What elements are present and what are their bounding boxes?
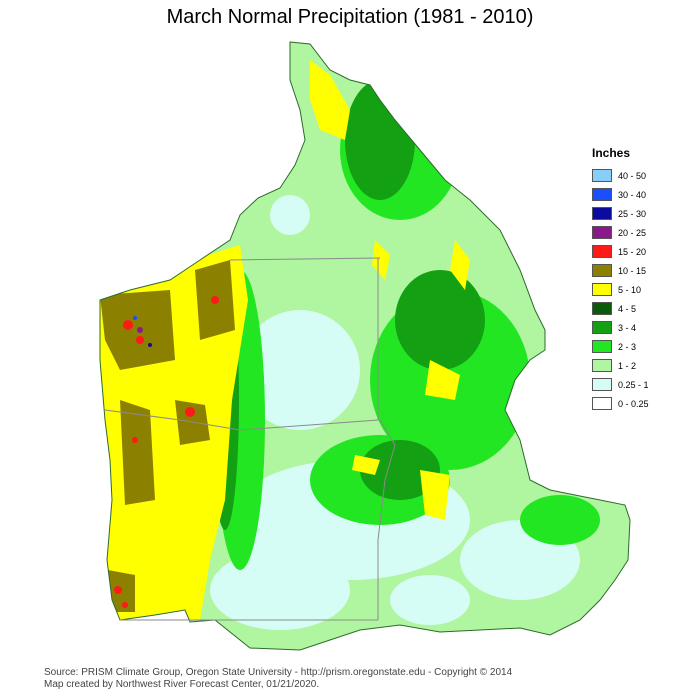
- zone-3-4-blue-mtns: [360, 440, 440, 500]
- legend-label: 4 - 5: [618, 303, 637, 314]
- legend-label: 2 - 3: [618, 341, 637, 352]
- border-wa-bc: [229, 257, 381, 261]
- legend-item: 0.25 - 1: [592, 375, 692, 394]
- legend-item: 4 - 5: [592, 299, 692, 318]
- zone-dry-okanogan: [270, 195, 310, 235]
- border-wa-or: [104, 409, 379, 431]
- zone-10-15-coast-range: [120, 400, 155, 505]
- legend-item: 2 - 3: [592, 337, 692, 356]
- legend-label: 40 - 50: [618, 170, 647, 181]
- legend-swatch: [592, 378, 612, 391]
- legend-items: 40 - 50 30 - 40 25 - 30 20 - 25 15 - 20 10 - …: [592, 166, 692, 413]
- legend-swatch: [592, 207, 612, 220]
- legend-swatch: [592, 302, 612, 315]
- legend-label: 10 - 15: [618, 265, 647, 276]
- zone-5-10-selkirks: [450, 240, 470, 290]
- legend-label: 0 - 0.25: [618, 398, 649, 409]
- legend-item: 40 - 50: [592, 166, 692, 185]
- zone-dry-columbia-basin: [240, 310, 360, 430]
- zone-5-10-wallowa: [352, 455, 380, 475]
- legend-label: 20 - 25: [618, 227, 647, 238]
- legend-swatch: [592, 264, 612, 277]
- credits: Source: PRISM Climate Group, Oregon Stat…: [44, 667, 512, 691]
- zone-20-30-peaks: [133, 316, 152, 347]
- basin-outline: [99, 41, 631, 651]
- legend-item: 15 - 20: [592, 242, 692, 261]
- legend-item: 0 - 0.25: [592, 394, 692, 413]
- state-borders: [104, 257, 396, 621]
- legend-swatch: [592, 245, 612, 258]
- legend-item: 10 - 15: [592, 261, 692, 280]
- legend-label: 0.25 - 1: [618, 379, 649, 390]
- legend-label: 3 - 4: [618, 322, 637, 333]
- zone-5-10-kootenai: [372, 240, 390, 280]
- legend-label: 30 - 40: [618, 189, 647, 200]
- legend-item: 5 - 10: [592, 280, 692, 299]
- zone-dry-south-oregon: [210, 550, 350, 630]
- border-or-id: [377, 419, 396, 620]
- legend-item: 30 - 40: [592, 185, 692, 204]
- zone-5-10-salmon: [420, 470, 450, 520]
- credit-source: Source: PRISM Climate Group, Oregon Stat…: [44, 667, 513, 678]
- legend-swatch: [592, 359, 612, 372]
- map-title: March Normal Precipitation (1981 - 2010): [166, 6, 534, 28]
- zone-2-3-southeast: [520, 495, 600, 545]
- legend-title: Inches: [592, 146, 631, 160]
- precip-zones: [100, 42, 630, 650]
- zone-3-4-north: [345, 80, 415, 200]
- legend-label: 5 - 10: [618, 284, 642, 295]
- legend-item: 25 - 30: [592, 204, 692, 223]
- zone-5-10-north-peaks: [310, 60, 350, 140]
- legend-label: 15 - 20: [618, 246, 647, 257]
- zone-5-10-clearwater: [425, 360, 460, 400]
- legend-label: 1 - 2: [618, 360, 637, 371]
- legend-item: 1 - 2: [592, 356, 692, 375]
- legend-item: 3 - 4: [592, 318, 692, 337]
- legend-swatch: [592, 169, 612, 182]
- legend-label: 25 - 30: [618, 208, 647, 219]
- zone-3-4-idaho: [395, 270, 485, 370]
- legend-swatch: [592, 397, 612, 410]
- legend-swatch: [592, 340, 612, 353]
- credit-author: Map created by Northwest River Forecast …: [44, 679, 320, 690]
- legend-swatch: [592, 321, 612, 334]
- legend-swatch: [592, 283, 612, 296]
- zone-15-20-peaks: [114, 296, 219, 608]
- legend-item: 20 - 25: [592, 223, 692, 242]
- legend: Inches 40 - 50 30 - 40 25 - 30 20 - 25 15 - …: [592, 146, 692, 413]
- legend-swatch: [592, 226, 612, 239]
- legend-swatch: [592, 188, 612, 201]
- zone-dry-harney: [390, 575, 470, 625]
